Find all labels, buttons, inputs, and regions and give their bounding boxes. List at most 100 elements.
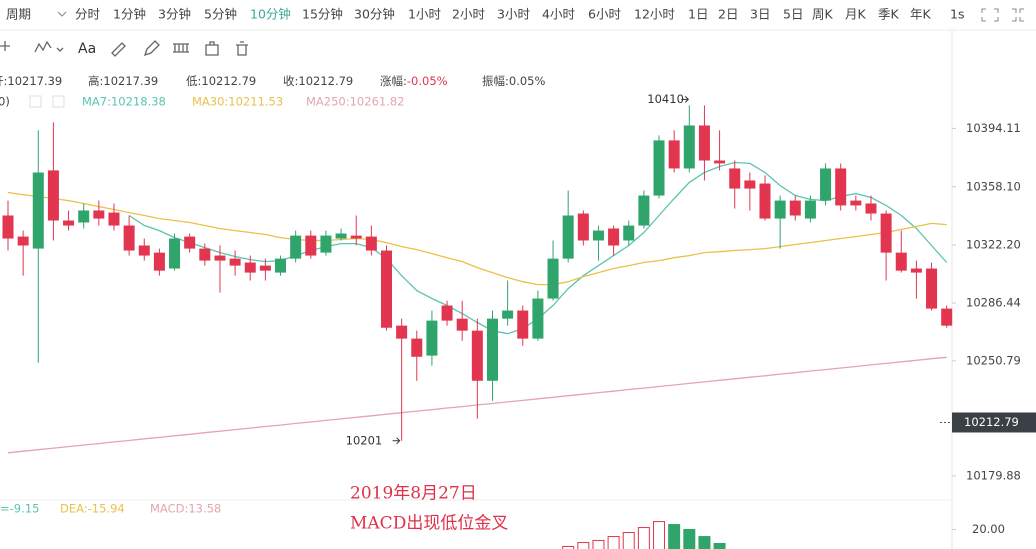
annotation-text: MACD出现低位金叉 [350,514,508,534]
toolbar-item[interactable]: 3小时 [497,7,530,22]
crosshair-icon[interactable] [0,41,10,51]
macd-tick-label: 20.00 [972,522,1005,536]
info-value: 10217.39 [103,74,158,88]
candle-body [926,268,938,309]
fullscreen-icon[interactable] [981,8,999,22]
last-price-label: 10212.79 [964,415,1019,429]
info-label: 振幅: [482,74,509,88]
candle-body [865,203,877,214]
info-label: 高: [88,74,103,88]
pen-icon[interactable] [143,40,160,57]
candle-body [365,236,377,251]
candle-body [229,258,241,266]
toolbar-item[interactable]: 5日 [783,7,803,22]
toolbar-item[interactable]: 周期 [6,7,31,22]
toolbar-item[interactable]: 5分钟 [204,7,237,22]
toolbar-item[interactable]: 1日 [688,7,708,22]
legend-icon[interactable] [29,95,42,108]
info-label: 低: [186,74,201,88]
toolbar-item[interactable]: 3日 [750,7,770,22]
ruler-icon[interactable] [111,42,126,57]
candle-body [502,310,514,319]
toolbar-item[interactable]: 1分钟 [113,7,146,22]
candle-body [592,230,604,241]
candle-body [729,168,741,189]
toolbar-item[interactable]: 周K [812,7,834,22]
toolbar-item[interactable]: 2日 [718,7,738,22]
candle-body [47,170,59,221]
toolbar-item[interactable]: 3分钟 [158,7,191,22]
candle-body [532,298,544,339]
toolbar-item[interactable]: 2小时 [452,7,485,22]
dropdown-caret [57,11,67,17]
candle-body [381,250,392,328]
toolbar-item[interactable]: 30分钟 [354,7,395,22]
font-button[interactable]: Aa [78,41,96,57]
toolbar-bg [0,0,1036,30]
indicator-caret [56,47,64,52]
trash-icon[interactable] [236,41,248,56]
candle-body [290,235,302,259]
candle-body [517,310,529,339]
toolbar-item[interactable]: 年K [910,7,932,22]
toolbar-item[interactable]: 6小时 [588,7,621,22]
candle-body [305,235,317,256]
candle-body [638,195,650,226]
candle-body [199,248,211,261]
toolbar-item[interactable]: 4小时 [542,7,575,22]
candle-body [835,168,847,206]
candle-body [820,168,832,201]
toolbar-item[interactable]: 10分钟 [250,7,291,22]
lock-icon[interactable] [205,41,219,56]
candle-body [789,200,801,216]
candle-body [744,180,756,189]
info-item: 开:10217.39 [0,74,62,88]
toolbar-item[interactable]: 15分钟 [302,7,343,22]
y-tick-label: 10394.11 [966,121,1021,135]
macd-legend-item: =-9.15 [0,502,39,516]
candle-body [259,265,271,271]
y-tick-label: 10358.10 [966,179,1021,193]
candle-body [244,262,256,273]
toolbar-item[interactable]: 月K [845,7,867,22]
info-label: 涨幅: [380,74,407,88]
toolbar-item[interactable]: 12小时 [634,7,675,22]
toolbar-item[interactable]: 季K [878,7,900,22]
info-item: 高:10217.39 [88,74,158,88]
candle-body [396,325,408,339]
candle-body [804,200,816,219]
macd-bar [698,536,711,549]
candle-body [623,225,635,241]
toolbar-icons [981,8,1024,22]
expand-icon[interactable] [1012,8,1024,22]
info-item: 涨幅:-0.05% [380,74,448,88]
ma-legend-item: MA30:10211.53 [192,95,283,109]
toolbar-item[interactable]: 1s [950,7,964,22]
indicator-icon[interactable] [34,40,52,53]
candle-body [577,213,589,241]
macd-bar [653,521,666,549]
macd-bar [622,532,635,549]
low-mark: 10201 [346,433,383,447]
candle-body [683,125,695,169]
candle-body [471,330,483,381]
grid-icon[interactable] [173,43,189,53]
info-value: 10212.79 [298,74,353,88]
toolbar-item[interactable]: 1小时 [408,7,441,22]
y-tick-label: 10250.79 [966,353,1021,367]
info-value: 10217.39 [7,74,62,88]
candle-body [486,318,498,381]
y-tick-label: 10286.44 [966,296,1021,310]
candle-body [562,215,574,259]
high-arrow [681,96,690,103]
candle-body [108,212,120,226]
macd-bar [607,536,620,549]
candle-body [608,228,620,246]
y-tick-label: 10322.20 [966,238,1021,252]
macd-legend-item: MACD:13.58 [150,502,221,516]
info-item: 低:10212.79 [186,74,256,88]
ma-legend-item: MA7:10218.38 [82,95,166,109]
toolbar-item[interactable]: 分时 [75,7,101,22]
legend-icon[interactable] [52,95,65,108]
